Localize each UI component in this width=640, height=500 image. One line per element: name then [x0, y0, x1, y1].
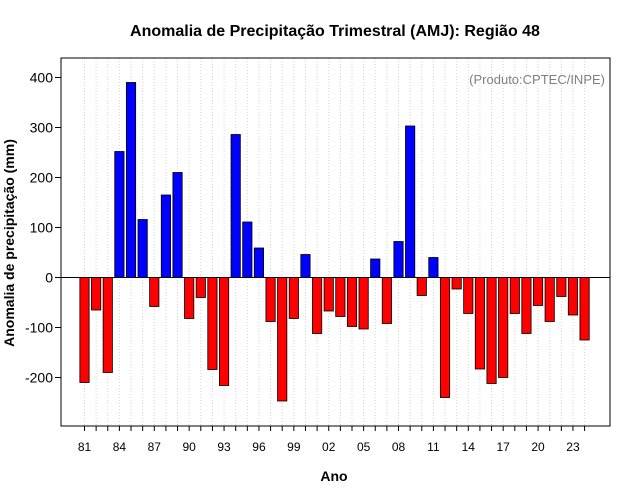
bar-1981: [79, 277, 90, 383]
x-tick-label: 99: [287, 440, 301, 454]
bar-2012: [439, 277, 451, 398]
bar-2020: [533, 277, 544, 306]
bar-2023: [567, 277, 579, 316]
bar-2009: [405, 125, 416, 278]
x-tick-label: 11: [427, 440, 440, 454]
bar-2022: [556, 277, 567, 297]
x-axis: 81 84 87 90 93 96 99 02 05 08 11 14 17 20 23: [78, 426, 586, 454]
x-tick-label: 14: [462, 440, 476, 454]
bars: [79, 82, 590, 402]
bar-2002: [323, 277, 334, 312]
bar-1986: [137, 219, 148, 278]
bar-1997: [265, 277, 276, 322]
bar-2001: [312, 277, 323, 334]
x-tick-label: 02: [322, 440, 336, 454]
bar-2024: [579, 277, 590, 341]
bar-1983: [102, 277, 113, 373]
bar-1996: [253, 247, 265, 278]
y-tick-label: 100: [30, 220, 54, 236]
x-tick-label: 17: [497, 440, 511, 454]
bar-2004: [346, 277, 358, 327]
x-axis-label: Ano: [320, 468, 347, 484]
bar-1993: [219, 277, 230, 386]
bar-2005: [358, 277, 369, 330]
bar-1995: [242, 221, 253, 278]
x-tick-label: 08: [392, 440, 406, 454]
x-tick-label: 96: [252, 440, 266, 454]
chart-title: Anomalia de Precipitação Trimestral (AMJ…: [130, 23, 540, 40]
x-tick-label: 93: [217, 440, 231, 454]
x-tick-label: 23: [566, 440, 580, 454]
bar-1982: [91, 277, 102, 311]
y-tick-label: 0: [45, 270, 53, 286]
x-tick-label: 84: [113, 440, 127, 454]
y-axis: -200 -100 0 100 200 300 400: [25, 70, 61, 386]
bar-1988: [160, 194, 171, 278]
bar-1987: [149, 277, 160, 307]
bar-1992: [207, 277, 218, 370]
y-tick-label: 300: [30, 120, 54, 136]
bar-2016: [486, 277, 497, 384]
x-tick-label: 81: [78, 440, 92, 454]
y-tick-label: -200: [25, 370, 53, 386]
bar-2021: [544, 277, 555, 322]
bar-2017: [498, 277, 509, 378]
bar-1991: [195, 277, 206, 298]
y-tick-label: 200: [30, 170, 54, 186]
bar-2019: [521, 277, 532, 334]
bar-2011: [428, 257, 439, 278]
bar-2003: [335, 277, 346, 317]
y-tick-label: -100: [25, 320, 53, 336]
bar-1998: [277, 277, 288, 402]
x-tick-label: 87: [148, 440, 162, 454]
bar-2015: [474, 277, 485, 370]
x-tick-label: 20: [531, 440, 545, 454]
bar-2014: [463, 277, 474, 314]
bar-1989: [172, 172, 183, 278]
product-credit: (Produto:CPTEC/INPE): [469, 72, 605, 87]
vertical-gridlines: [84, 58, 586, 426]
bar-2000: [300, 254, 311, 278]
bar-2018: [509, 277, 520, 314]
y-axis-label: Anomalia de precipitação (mm): [1, 139, 17, 347]
x-tick-label: 90: [182, 440, 196, 454]
plot-frame: [60, 57, 611, 427]
bar-1994: [230, 134, 241, 278]
bar-1999: [288, 277, 299, 319]
bar-2007: [381, 277, 392, 324]
bar-1984: [114, 151, 125, 278]
bar-1985: [125, 82, 137, 278]
x-tick-label: 05: [357, 440, 371, 454]
bar-2008: [393, 241, 404, 278]
bar-2010: [416, 277, 427, 296]
y-tick-label: 400: [30, 70, 54, 86]
bar-2006: [370, 258, 381, 278]
bar-1990: [184, 277, 195, 319]
bar-2013: [451, 277, 462, 290]
